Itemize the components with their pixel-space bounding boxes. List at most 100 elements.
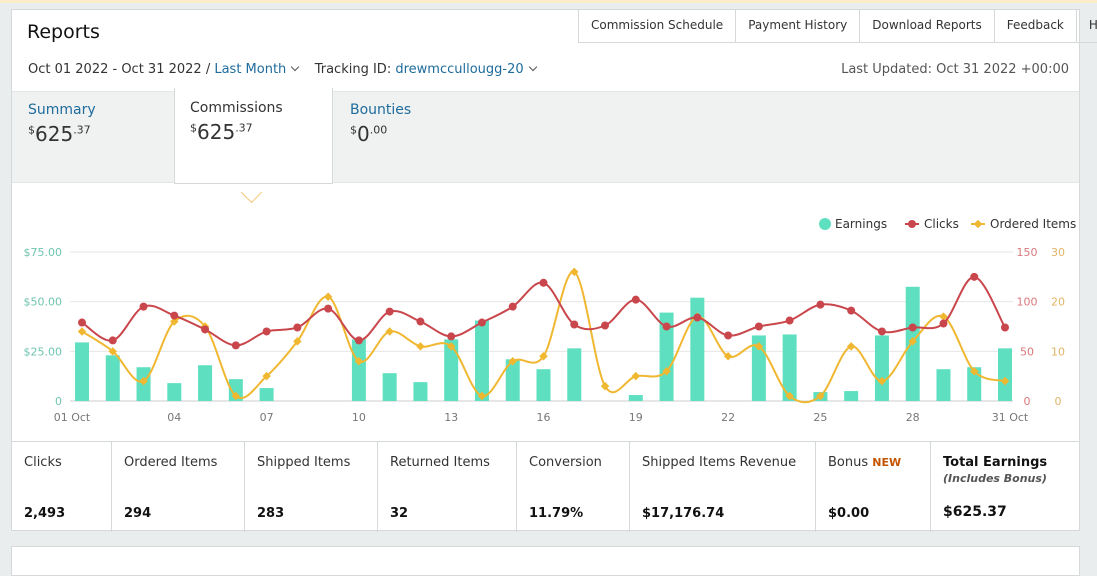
legend-ordered-items-marker: [973, 219, 983, 229]
earnings-bar: [198, 365, 213, 401]
chevron-down-icon[interactable]: [291, 62, 300, 72]
y-right-clicks-tick-label: 0: [1024, 395, 1031, 408]
chevron-down-icon[interactable]: [528, 62, 537, 72]
next-card: [11, 546, 1080, 576]
x-tick-label: 13: [444, 411, 458, 424]
earnings-bar: [998, 348, 1012, 401]
feedback-link[interactable]: Feedback: [995, 10, 1077, 42]
clicks-point: [231, 341, 240, 350]
top-accent: [0, 0, 1097, 3]
ordered-items-point: [416, 342, 425, 351]
tab-strip: Summary $625.37 Bounties $0.00: [12, 91, 1079, 183]
earnings-bar: [167, 383, 182, 401]
ordered-items-point: [908, 337, 917, 346]
earnings-bar: [105, 355, 120, 401]
ordered-items-point: [1000, 376, 1010, 386]
tab-commissions[interactable]: Commissions $625.37: [174, 88, 333, 184]
stat-value: $625.37: [943, 504, 1007, 520]
last-updated: Last Updated: Oct 31 2022 +00:00: [841, 62, 1069, 77]
stat-label: Shipped Items Revenue: [642, 455, 797, 470]
x-tick-label: 22: [721, 411, 735, 424]
stat-ordered-items: Ordered Items 294: [112, 442, 245, 532]
stat-shipped-items: Shipped Items 283: [245, 442, 378, 532]
stat-returned-items: Returned Items 32: [378, 442, 517, 532]
y-right-clicks-tick-label: 100: [1017, 296, 1038, 309]
stat-value: 2,493: [24, 506, 66, 521]
reports-card: Reports Commission Schedule Payment Hist…: [11, 9, 1097, 532]
clicks-point: [354, 336, 363, 345]
clicks-point: [108, 336, 117, 345]
ordered-items-point: [262, 371, 271, 381]
stat-label: Clicks: [24, 455, 62, 470]
x-tick-label: 07: [260, 411, 274, 424]
earnings-bar: [75, 342, 89, 401]
stat-label: Shipped Items: [257, 455, 351, 470]
commissions-chart: 0 $25.00 $50.00 $75.00 0 50 100 150 0 10 20 30 01 Oc…: [24, 217, 1077, 424]
clicks-point: [78, 318, 86, 327]
earnings-bar: [967, 367, 982, 401]
clicks-line: [81, 275, 1006, 347]
period-dropdown[interactable]: Last Month: [214, 62, 287, 77]
clicks-point: [601, 321, 610, 330]
ordered-items-point: [754, 342, 764, 351]
clicks-point: [324, 304, 333, 313]
ordered-items-point: [293, 337, 302, 346]
ordered-items-point: [108, 347, 118, 356]
stat-label: Ordered Items: [124, 455, 218, 470]
payment-history-link[interactable]: Payment History: [736, 10, 861, 42]
help-link[interactable]: Help: [1088, 18, 1097, 32]
ordered-items-point: [139, 376, 148, 386]
tab-commissions-value: $625.37: [190, 120, 253, 144]
earnings-bar: [567, 348, 582, 401]
earnings-bar: [874, 335, 889, 401]
top-links: Commission Schedule Payment History Down…: [578, 10, 1097, 43]
stat-label: Bonus NEW: [828, 455, 902, 470]
legend-clicks-label: Clicks: [924, 217, 959, 231]
filter-bar: Oct 01 2022 - Oct 31 2022 / Last Month T…: [28, 62, 540, 77]
legend-ordered-items-label: Ordered Items: [990, 217, 1076, 231]
x-tick-label: 28: [906, 411, 920, 424]
x-tick-label: 19: [629, 411, 643, 424]
earnings-bar: [474, 320, 489, 401]
clicks-point: [785, 316, 794, 325]
clicks-point: [477, 318, 486, 327]
clicks-point: [754, 322, 763, 331]
x-tick-label: 01 Oct: [54, 411, 91, 424]
clicks-point: [508, 302, 517, 311]
y-left-tick-label: $75.00: [24, 246, 63, 259]
tab-bounties[interactable]: Bounties $0.00: [350, 102, 411, 146]
tab-summary-label: Summary: [28, 102, 96, 118]
ordered-items-point: [600, 381, 610, 391]
tracking-id-dropdown[interactable]: drewmccullougg-20: [395, 62, 524, 77]
earnings-bar: [844, 391, 859, 401]
commission-schedule-link[interactable]: Commission Schedule: [579, 10, 737, 42]
ordered-items-point: [323, 292, 333, 301]
ordered-items-point: [477, 391, 487, 401]
stat-label: Conversion: [529, 455, 602, 470]
y-right-items-tick-label: 20: [1051, 296, 1065, 309]
stat-total-earnings: Total Earnings (Includes Bonus) $625.37: [931, 442, 1079, 532]
earnings-bar: [628, 395, 643, 401]
page-title: Reports: [27, 21, 100, 43]
ordered-items-point: [385, 327, 394, 336]
clicks-point: [170, 311, 179, 320]
stat-value: 294: [124, 506, 152, 521]
y-right-items-tick-label: 10: [1051, 345, 1065, 358]
y-left-tick-label: $50.00: [24, 296, 63, 309]
clicks-point: [631, 295, 640, 304]
clicks-point: [908, 323, 917, 332]
legend-earnings-label: Earnings: [835, 217, 887, 231]
earnings-bar: [536, 369, 551, 401]
date-range: Oct 01 2022 - Oct 31 2022 /: [28, 62, 211, 77]
legend-clicks-marker: [908, 220, 916, 228]
stat-label: Returned Items: [390, 455, 490, 470]
new-badge: NEW: [872, 456, 902, 469]
x-tick-label: 10: [352, 411, 366, 424]
stat-shipped-revenue: Shipped Items Revenue $17,176.74: [630, 442, 816, 532]
earnings-bar: [444, 339, 459, 401]
stat-conversion: Conversion 11.79%: [517, 442, 630, 532]
download-reports-link[interactable]: Download Reports: [860, 10, 995, 42]
tab-summary[interactable]: Summary $625.37: [28, 102, 96, 146]
ordered-items-point: [231, 391, 241, 401]
clicks-point: [1001, 323, 1009, 332]
